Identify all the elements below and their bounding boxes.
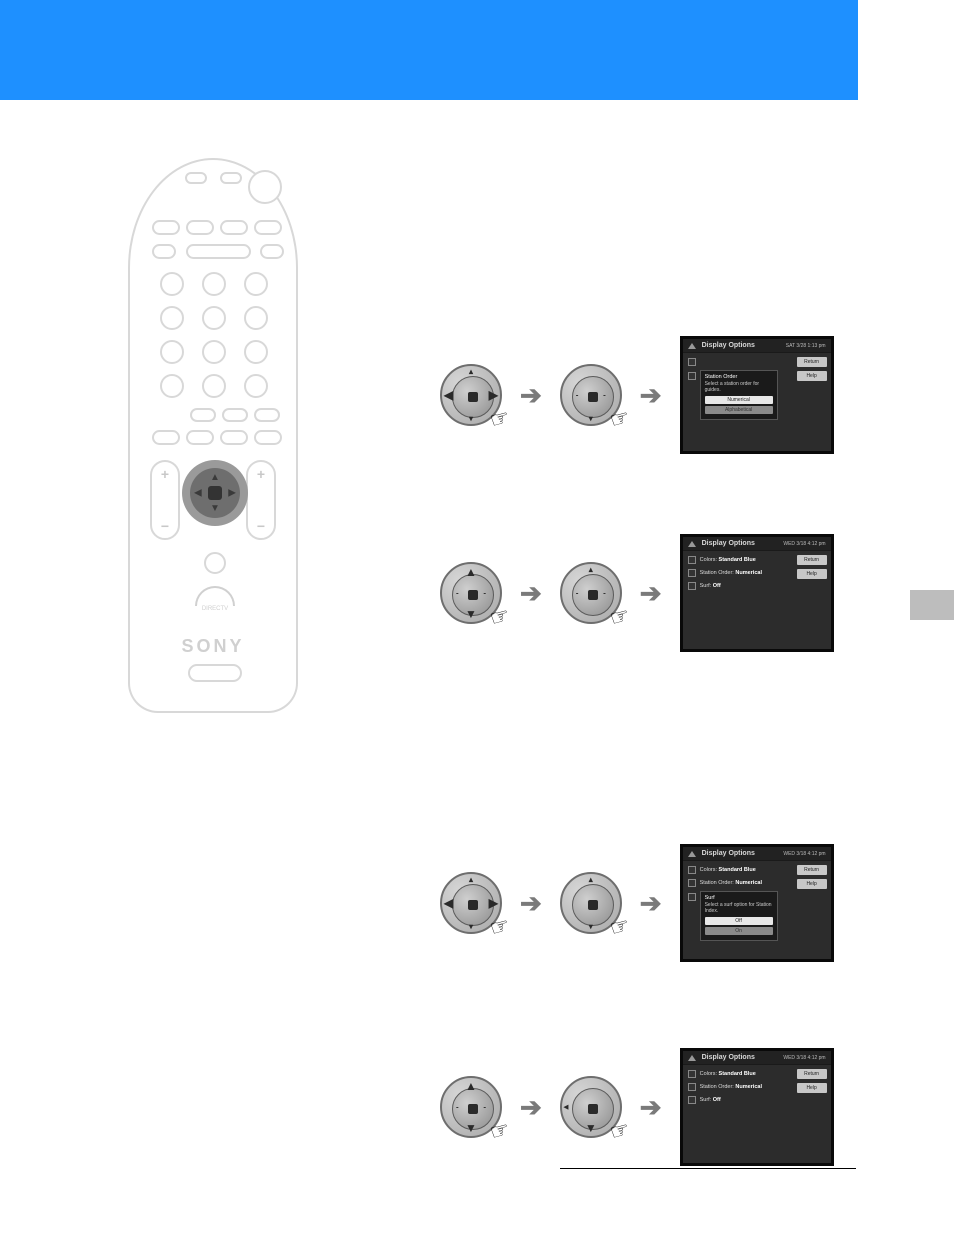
arrow-right-icon: ➔ (640, 380, 662, 411)
joystick-press-icon: ▾ -- ☞ (560, 364, 622, 426)
footer-rule (560, 1168, 856, 1169)
hand-icon: ☞ (487, 404, 513, 434)
tv-time: SAT 3/28 1:13 pm (786, 343, 826, 349)
sony-logo: SONY (130, 636, 296, 657)
tv-title: Display Options (702, 342, 755, 349)
tv-title: Display Options (702, 850, 755, 857)
step-row-1: ◀▶ ▴▾ ☞ ➔ ▾ -- ☞ ➔ Display Options SAT 3… (440, 336, 834, 454)
joystick-press-icon: ▴▾ ☞ (560, 872, 622, 934)
step-row-2: ▲▼ -- ☞ ➔ -- ▴ ☞ ➔ Display Options WED 3… (440, 534, 834, 652)
return-button[interactable]: Return (797, 1069, 827, 1079)
step-row-3: ◀▶ ▴▾ ☞ ➔ ▴▾ ☞ ➔ Display Options WED 3/1… (440, 844, 834, 962)
tv-time: WED 3/18 4:12 pm (783, 541, 825, 547)
menu-icon (688, 541, 696, 547)
tv-screenshot-3: Display Options WED 3/18 4:12 pm Return … (680, 844, 834, 962)
table-row: Surf: Off (688, 581, 826, 591)
option-on[interactable]: On (705, 927, 773, 935)
menu-icon (688, 851, 696, 857)
tv-screenshot-2: Display Options WED 3/18 4:12 pm Return … (680, 534, 834, 652)
hand-icon: ☞ (607, 404, 633, 434)
option-off[interactable]: Off (705, 917, 773, 925)
menu-icon (688, 1055, 696, 1061)
popup-title: Surf (705, 895, 773, 901)
popup-subtitle: Select a surf option for Station Index. (705, 903, 773, 914)
joystick-ud-icon: ▲▼ -- ☞ (440, 562, 502, 624)
help-button[interactable]: Help (797, 569, 827, 579)
directv-label: DIRECTV (190, 606, 240, 612)
surf-popup: Surf Select a surf option for Station In… (700, 891, 778, 941)
menu-icon (688, 343, 696, 349)
station-order-popup: Station Order Select a station order for… (700, 370, 778, 420)
arrow-right-icon: ➔ (640, 1092, 662, 1123)
arrow-right-icon: ➔ (520, 578, 542, 609)
arrow-right-icon: ➔ (640, 578, 662, 609)
hand-icon: ☞ (607, 1116, 633, 1146)
joystick-ud-icon: ▲▼ -- ☞ (440, 1076, 502, 1138)
joystick-lr-icon: ◀▶ ▴▾ ☞ (440, 872, 502, 934)
remote-joystick: ▲▼◀▶ (182, 460, 248, 526)
help-button[interactable]: Help (797, 1083, 827, 1093)
tv-screenshot-1: Display Options SAT 3/28 1:13 pm Return … (680, 336, 834, 454)
step-row-4: ▲▼ -- ☞ ➔ ◂ ▼ ☞ ➔ Display Options WED 3/… (440, 1048, 834, 1166)
return-button[interactable]: Return (797, 555, 827, 565)
vol-minus-label: − (152, 518, 178, 534)
page-edge-tab (910, 590, 954, 620)
page-banner (0, 0, 858, 100)
hand-icon: ☞ (487, 912, 513, 942)
hand-icon: ☞ (607, 912, 633, 942)
help-button[interactable]: Help (797, 371, 827, 381)
arrow-right-icon: ➔ (520, 888, 542, 919)
option-numerical[interactable]: Numerical (705, 396, 773, 404)
arrow-right-icon: ➔ (520, 1092, 542, 1123)
ch-plus-label: + (248, 466, 274, 482)
hand-icon: ☞ (487, 1116, 513, 1146)
joystick-press-icon: ◂ ▼ ☞ (560, 1076, 622, 1138)
channel-rocker: + − (246, 460, 276, 540)
ch-minus-label: − (248, 518, 274, 534)
return-button[interactable]: Return (797, 357, 827, 367)
return-button[interactable]: Return (797, 865, 827, 875)
hand-icon: ☞ (487, 602, 513, 632)
arrow-right-icon: ➔ (520, 380, 542, 411)
tv-title: Display Options (702, 1054, 755, 1061)
tv-time: WED 3/18 4:12 pm (783, 1055, 825, 1061)
help-button[interactable]: Help (797, 879, 827, 889)
popup-title: Station Order (705, 374, 773, 380)
tv-title: Display Options (702, 540, 755, 547)
tv-time: WED 3/18 4:12 pm (783, 851, 825, 857)
arrow-right-icon: ➔ (640, 888, 662, 919)
table-row: Surf: Off (688, 1095, 826, 1105)
vol-plus-label: + (152, 466, 178, 482)
option-alphabetical[interactable]: Alphabetical (705, 406, 773, 414)
remote-illustration: + − + − ▲▼◀▶ DIRECTV SONY (128, 158, 298, 713)
directv-logo: DIRECTV (190, 586, 240, 626)
joystick-lr-icon: ◀▶ ▴▾ ☞ (440, 364, 502, 426)
volume-rocker: + − (150, 460, 180, 540)
popup-subtitle: Select a station order for guides. (705, 382, 773, 393)
tv-screenshot-4: Display Options WED 3/18 4:12 pm Return … (680, 1048, 834, 1166)
joystick-press-icon: -- ▴ ☞ (560, 562, 622, 624)
hand-icon: ☞ (607, 602, 633, 632)
